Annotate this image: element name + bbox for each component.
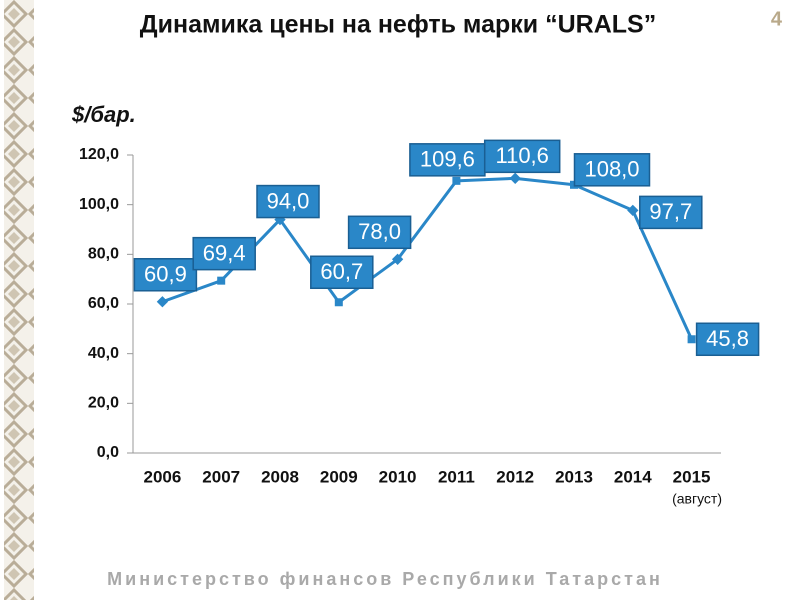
- x-note: (август): [672, 491, 722, 507]
- footer: Министерство финансов Республики Татарст…: [107, 569, 663, 589]
- data-marker: [334, 298, 343, 307]
- y-tick-label: 40,0: [88, 345, 119, 362]
- label-box: [573, 153, 651, 187]
- y-tick-label: 20,0: [88, 395, 119, 412]
- data-label: 97,7: [649, 199, 692, 224]
- x-tick-label: 2012: [496, 467, 534, 486]
- data-label: 45,8: [706, 326, 749, 351]
- label-box: [192, 236, 256, 271]
- y-tick-label: 0,0: [97, 444, 119, 461]
- y-tick-label: 60,0: [88, 295, 119, 312]
- page-number: 4: [771, 8, 783, 30]
- x-tick-label: 2006: [143, 467, 181, 486]
- x-tick-label: 2014: [614, 467, 652, 486]
- label-box: [310, 255, 374, 290]
- data-marker: [687, 335, 696, 344]
- ornament-border: [4, 0, 34, 600]
- y-tick-label: 120,0: [79, 146, 119, 163]
- chart-title: Динамика цены на нефть марки “URALS”: [140, 11, 656, 39]
- data-marker: [217, 276, 226, 285]
- label-box: [133, 258, 198, 292]
- label-box: [695, 322, 760, 357]
- data-marker: [452, 176, 461, 185]
- data-label: 110,6: [495, 143, 548, 168]
- data-label: 60,7: [320, 259, 363, 284]
- label-box: [639, 195, 703, 230]
- label-box: [347, 215, 412, 250]
- label-box: [409, 143, 486, 177]
- data-label: 60,9: [144, 262, 187, 287]
- label-box: [483, 139, 561, 174]
- label-box: [256, 184, 320, 219]
- x-tick-label: 2010: [379, 467, 417, 486]
- x-tick-label: 2009: [320, 467, 358, 486]
- y-tick-label: 100,0: [79, 196, 119, 213]
- x-tick-label: 2008: [261, 467, 299, 486]
- data-marker: [156, 296, 169, 308]
- data-label: 108,0: [584, 157, 639, 182]
- data-marker: [509, 172, 521, 185]
- x-tick-label: 2007: [202, 467, 240, 486]
- y-tick-label: 80,0: [88, 246, 119, 263]
- data-marker: [627, 204, 639, 217]
- data-label: 94,0: [267, 188, 310, 213]
- data-label: 69,4: [203, 240, 246, 265]
- x-tick-label: 2011: [438, 467, 475, 486]
- x-tick-label: 2015: [673, 467, 711, 486]
- y-axis-label: $/бар.: [71, 102, 136, 127]
- data-label: 78,0: [358, 219, 401, 244]
- data-label: 109,6: [420, 147, 475, 172]
- x-tick-label: 2013: [555, 467, 593, 486]
